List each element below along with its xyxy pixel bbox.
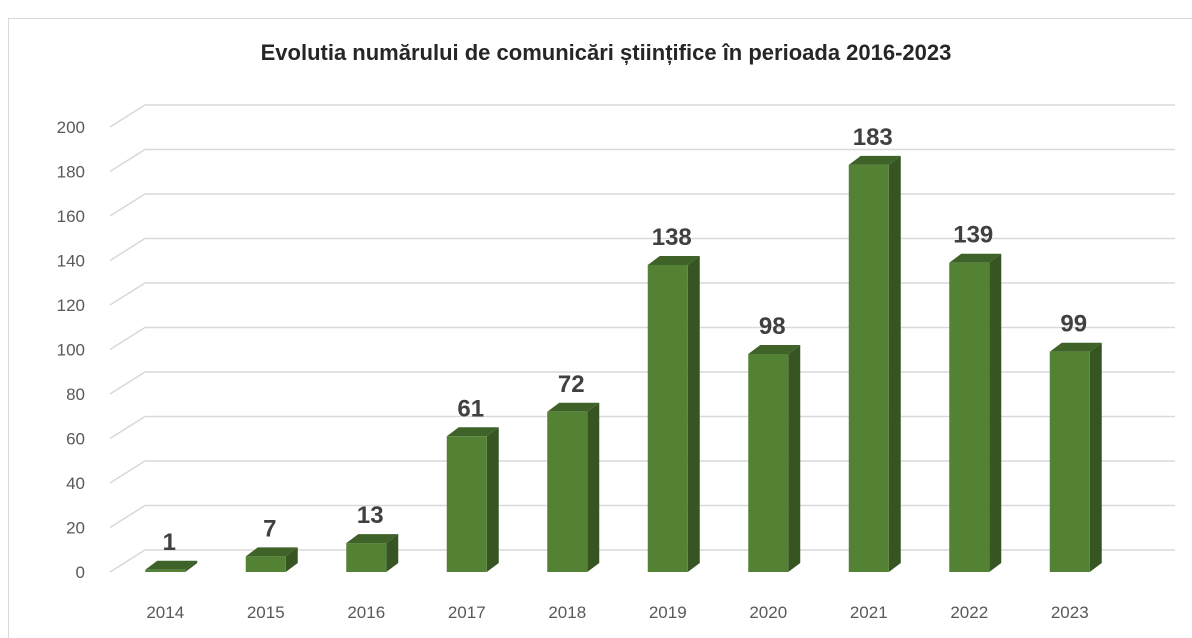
bar-front [446, 436, 487, 572]
bar [848, 155, 901, 572]
y-tick-label: 20 [66, 519, 85, 538]
bar [145, 560, 198, 572]
value-label: 99 [1060, 311, 1087, 338]
bar [748, 344, 801, 572]
y-tick-label: 180 [57, 163, 85, 182]
bar-top [848, 155, 901, 165]
x-tick-label: 2022 [950, 603, 988, 622]
bar-side [788, 344, 801, 572]
grid-line [109, 549, 1175, 573]
y-tick-label: 140 [57, 252, 85, 271]
value-label: 183 [853, 124, 893, 151]
x-tick-label: 2017 [448, 603, 486, 622]
bar-top [346, 534, 399, 544]
grid-line [109, 148, 1175, 173]
x-tick-label: 2014 [146, 603, 184, 622]
bar-side [1089, 342, 1102, 572]
bar [949, 253, 1002, 572]
bar-front [748, 353, 789, 572]
bar [245, 547, 298, 572]
bar-top [647, 255, 700, 265]
y-tick-label: 200 [57, 118, 85, 137]
bar-side [386, 534, 399, 572]
bar-front [547, 411, 588, 572]
bar-top [145, 560, 198, 570]
value-label: 13 [357, 502, 384, 529]
y-tick-label: 60 [66, 430, 85, 449]
value-label: 1 [163, 529, 176, 556]
grid-line [109, 460, 1175, 484]
y-tick-label: 100 [57, 341, 85, 360]
y-tick-label: 0 [76, 563, 85, 582]
bar-side [587, 402, 600, 572]
bar [446, 427, 499, 572]
bar-front [949, 262, 990, 572]
value-label: 61 [457, 395, 484, 422]
bar [547, 402, 600, 572]
x-tick-label: 2015 [247, 603, 285, 622]
bar-front [1049, 351, 1090, 572]
y-tick-label: 80 [66, 385, 85, 404]
value-label: 138 [652, 224, 692, 251]
grid-line [109, 326, 1175, 351]
bar-front [346, 543, 387, 572]
bar [647, 255, 700, 572]
value-label: 7 [263, 515, 276, 542]
x-tick-label: 2016 [347, 603, 385, 622]
y-tick-label: 120 [57, 296, 85, 315]
bar-top [547, 402, 600, 412]
bar-front [145, 569, 186, 572]
grid-line [109, 415, 1175, 440]
chart-title: Evolutia numărului de comunicări științi… [261, 40, 952, 65]
chart-frame [8, 18, 1192, 638]
grid-line [109, 104, 1175, 128]
grid-line [109, 282, 1175, 306]
x-tick-label: 2021 [850, 603, 888, 622]
grid-line [109, 504, 1175, 529]
value-label: 98 [759, 313, 786, 340]
bar-side [989, 253, 1002, 572]
bar-top [748, 344, 801, 354]
value-label: 139 [953, 222, 993, 249]
bar-side [888, 155, 901, 572]
bar-front [245, 556, 286, 572]
bar-side [185, 560, 198, 572]
bar-side [285, 547, 298, 572]
x-tick-label: 2018 [548, 603, 586, 622]
x-tick-label: 2023 [1051, 603, 1089, 622]
grid-line [109, 237, 1175, 262]
value-label: 72 [558, 371, 585, 398]
bar-front [647, 264, 688, 572]
y-tick-label: 160 [57, 207, 85, 226]
grid-line [109, 193, 1175, 217]
bar [346, 534, 399, 572]
bar-side [687, 255, 700, 572]
bar-top [1049, 342, 1102, 352]
bar-top [245, 547, 298, 557]
bar-top [446, 427, 499, 437]
bar [1049, 342, 1102, 572]
y-tick-label: 40 [66, 474, 85, 493]
bar-top [949, 253, 1002, 263]
x-tick-label: 2019 [649, 603, 687, 622]
grid-line [109, 371, 1175, 395]
bar-side [486, 427, 499, 572]
x-tick-label: 2020 [749, 603, 787, 622]
bar-front [848, 164, 889, 572]
